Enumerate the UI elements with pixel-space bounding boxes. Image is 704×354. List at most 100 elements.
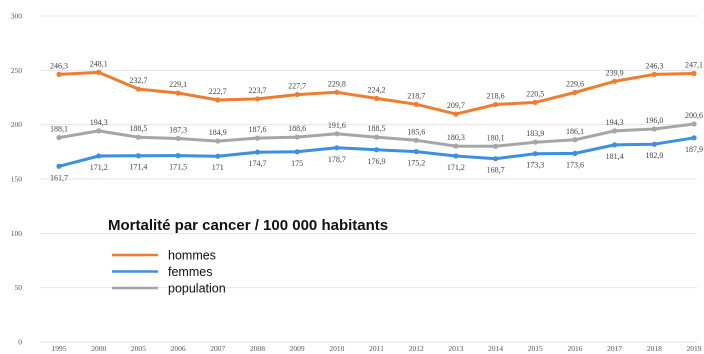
- data-point-hommes: [96, 69, 102, 75]
- data-label-hommes: 218,7: [407, 91, 425, 100]
- data-label-population: 183,9: [526, 129, 544, 138]
- data-label-population: 200,6: [685, 111, 703, 120]
- x-tick-label: 2012: [409, 344, 424, 353]
- y-tick-label: 300: [11, 12, 23, 21]
- data-label-hommes: 246,3: [645, 61, 663, 70]
- data-label-hommes: 220,5: [526, 89, 544, 98]
- data-point-population: [532, 139, 538, 145]
- x-tick-label: 2000: [91, 344, 106, 353]
- x-tick-label: 2016: [567, 344, 582, 353]
- data-point-hommes: [334, 89, 340, 95]
- y-axis-ticks: 0 50 100 150 200 250 300: [11, 12, 23, 347]
- data-point-hommes: [532, 99, 538, 105]
- data-point-population: [334, 131, 340, 137]
- data-label-femmes: 181,4: [606, 152, 624, 161]
- data-label-hommes: 222,7: [209, 87, 227, 96]
- data-label-femmes: 178,7: [328, 155, 346, 164]
- data-label-femmes: 161,7: [50, 173, 68, 182]
- data-point-hommes: [492, 101, 499, 108]
- data-point-femmes: [294, 149, 300, 155]
- data-point-population: [96, 128, 102, 134]
- chart-title: Mortalité par cancer / 100 000 habitants: [108, 217, 388, 234]
- data-point-population: [56, 134, 62, 141]
- data-point-hommes: [373, 95, 380, 101]
- data-point-femmes: [612, 142, 618, 148]
- x-tick-label: 2009: [290, 344, 305, 353]
- data-label-hommes: 224,2: [368, 85, 386, 94]
- data-point-population: [651, 126, 657, 132]
- data-labels: 246,3 248,1 232,7 229,1 222,7 223,7 227,7 229,8…: [50, 59, 703, 182]
- data-point-hommes: [56, 71, 62, 77]
- data-label-population: 188,5: [129, 124, 147, 133]
- data-point-femmes: [96, 153, 102, 159]
- x-tick-label: 1995: [52, 344, 67, 353]
- data-point-population: [175, 135, 181, 142]
- x-tick-label: 2006: [171, 344, 186, 353]
- data-label-population: 191,6: [328, 121, 346, 130]
- data-point-hommes: [413, 101, 419, 107]
- gridlines: [40, 15, 697, 343]
- x-tick-label: 2007: [210, 344, 225, 353]
- data-point-population: [294, 134, 300, 140]
- data-point-population: [453, 143, 459, 149]
- data-point-femmes: [453, 153, 459, 159]
- data-point-population: [691, 121, 697, 127]
- data-label-population: 180,1: [487, 133, 505, 142]
- data-label-femmes: 173,3: [526, 161, 544, 170]
- y-tick-label: 150: [11, 175, 23, 184]
- x-axis-ticks: 1995 2000 2005 2006 2007 2008 2009 2010 2011 2012…: [52, 344, 702, 353]
- data-label-population: 187,3: [169, 125, 187, 134]
- data-point-femmes: [492, 156, 499, 162]
- data-label-hommes: 247,1: [685, 60, 703, 69]
- data-label-population: 188,5: [368, 124, 386, 133]
- data-label-population: 196,0: [645, 116, 663, 125]
- data-label-population: 180,3: [447, 133, 465, 142]
- x-tick-label: 2011: [369, 344, 384, 353]
- data-point-hommes: [294, 91, 300, 98]
- data-label-femmes: 174,7: [248, 159, 266, 168]
- data-point-femmes: [532, 151, 538, 157]
- data-point-population: [254, 135, 261, 141]
- data-point-hommes: [175, 90, 181, 96]
- legend-label-hommes: hommes: [168, 249, 216, 263]
- x-tick-label: 2013: [448, 344, 463, 353]
- data-label-population: 194,3: [606, 118, 624, 127]
- y-tick-label: 200: [11, 120, 23, 129]
- x-tick-label: 2010: [329, 344, 344, 353]
- data-point-femmes: [254, 149, 261, 155]
- data-label-hommes: 223,7: [248, 86, 266, 95]
- x-tick-label: 2008: [250, 344, 265, 353]
- data-point-hommes: [254, 96, 261, 102]
- series-lines: [56, 69, 697, 169]
- data-label-hommes: 246,3: [50, 61, 68, 70]
- data-label-hommes: 232,7: [129, 76, 147, 85]
- data-label-hommes: 209,7: [447, 101, 465, 110]
- data-point-hommes: [453, 111, 459, 117]
- data-point-population: [373, 134, 380, 140]
- data-point-hommes: [691, 70, 697, 77]
- legend-label-femmes: femmes: [168, 265, 212, 279]
- data-label-hommes: 239,9: [606, 68, 624, 77]
- data-point-femmes: [413, 149, 419, 155]
- data-label-population: 184,9: [209, 128, 227, 137]
- data-label-femmes: 171: [212, 163, 224, 172]
- data-point-population: [492, 143, 499, 149]
- data-point-femmes: [56, 163, 62, 169]
- data-label-hommes: 227,7: [288, 82, 306, 91]
- data-label-hommes: 229,8: [328, 79, 346, 88]
- data-label-population: 188,6: [288, 124, 306, 133]
- x-tick-label: 2015: [528, 344, 543, 353]
- data-label-hommes: 248,1: [90, 59, 108, 68]
- x-tick-label: 2019: [687, 344, 702, 353]
- data-label-femmes: 171,5: [169, 163, 187, 172]
- data-point-femmes: [334, 145, 340, 151]
- y-tick-label: 0: [18, 338, 22, 347]
- data-point-femmes: [373, 147, 380, 153]
- x-tick-label: 2017: [607, 344, 622, 353]
- legend-label-population: population: [168, 282, 226, 296]
- data-label-femmes: 171,2: [447, 163, 465, 172]
- x-tick-label: 2018: [647, 344, 662, 353]
- data-point-femmes: [215, 153, 221, 159]
- data-point-population: [135, 134, 141, 140]
